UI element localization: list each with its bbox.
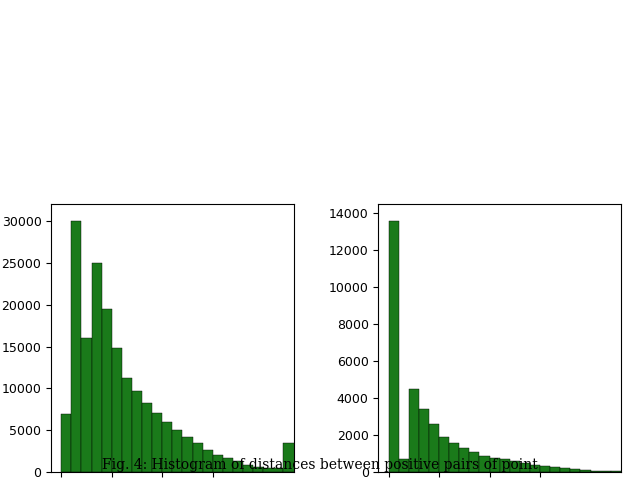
Bar <box>409 389 419 472</box>
Bar <box>449 443 460 472</box>
Bar <box>152 413 163 472</box>
Bar <box>399 459 409 472</box>
Bar <box>182 437 193 472</box>
Bar <box>439 437 449 472</box>
Bar <box>203 450 212 472</box>
Bar <box>500 459 509 472</box>
Bar <box>490 457 500 472</box>
Bar <box>560 469 570 472</box>
Bar <box>72 221 81 472</box>
Bar <box>132 391 142 472</box>
Bar <box>212 455 223 472</box>
Bar <box>388 221 399 472</box>
Bar <box>263 468 284 472</box>
Bar <box>163 422 172 472</box>
Bar <box>223 458 233 472</box>
Bar <box>540 466 550 472</box>
Bar <box>142 403 152 472</box>
Bar <box>591 470 611 472</box>
Bar <box>112 348 122 472</box>
Bar <box>550 467 560 472</box>
Bar <box>61 414 72 472</box>
Bar <box>469 452 479 472</box>
Bar <box>243 465 253 472</box>
Bar <box>611 471 631 472</box>
Bar <box>460 448 469 472</box>
Bar <box>81 338 92 472</box>
Bar <box>102 309 112 472</box>
Bar <box>479 455 490 472</box>
Bar <box>172 429 182 472</box>
Bar <box>92 263 102 472</box>
Bar <box>122 377 132 472</box>
Bar <box>233 461 243 472</box>
Text: Fig. 4: Histogram of distances between positive pairs of point: Fig. 4: Histogram of distances between p… <box>102 458 538 472</box>
Bar <box>419 409 429 472</box>
Bar <box>530 465 540 472</box>
Bar <box>429 424 439 472</box>
Bar <box>193 443 203 472</box>
Bar <box>253 468 263 472</box>
Bar <box>284 443 304 472</box>
Bar <box>580 470 591 472</box>
Bar <box>509 461 520 472</box>
Bar <box>520 463 530 472</box>
Bar <box>570 469 580 472</box>
